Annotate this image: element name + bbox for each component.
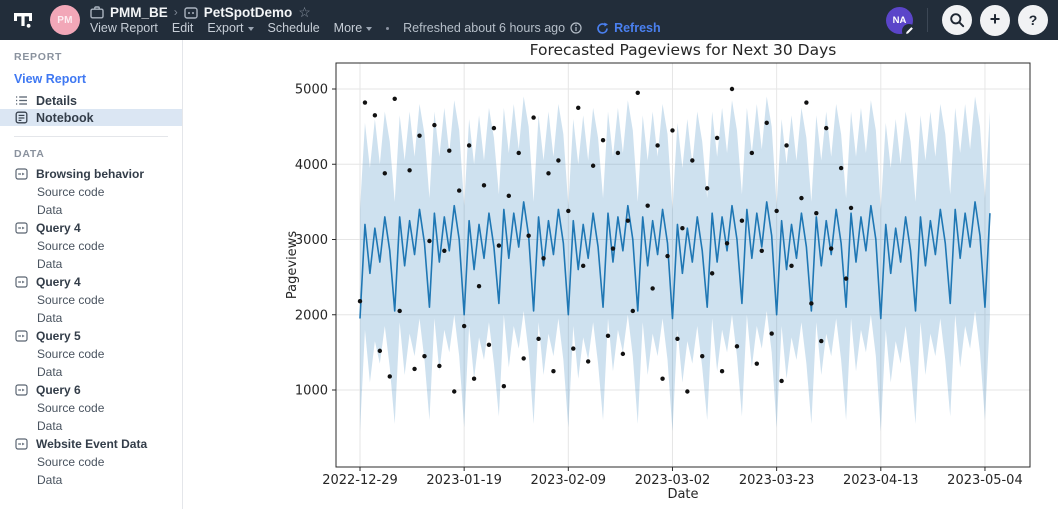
- sidebar-item-query-4[interactable]: Query 4: [0, 219, 182, 237]
- data-section-label: DATA: [14, 148, 45, 160]
- notebook-canvas: 2022-12-29 2023-01-19 2023-02-09 2023-03-02…: [183, 40, 1058, 509]
- svg-text:Forecasted Pageviews for Next: Forecasted Pageviews for Next 30 Days: [530, 41, 837, 59]
- svg-text:2023-02-09: 2023-02-09: [531, 473, 607, 488]
- sidebar-item-label: Query 5: [36, 329, 81, 343]
- question-icon: ?: [1028, 12, 1038, 28]
- sidebar-subitem-data[interactable]: Data: [37, 365, 63, 379]
- report-owner-avatar[interactable]: PM: [50, 5, 80, 35]
- svg-text:4000: 4000: [295, 158, 328, 173]
- user-avatar[interactable]: NA: [886, 6, 916, 38]
- header-main: PMM_BE › PetSpotDemo ☆ View Report Edit …: [90, 5, 661, 36]
- notebook-icon: [14, 111, 28, 124]
- sidebar-subitem-data[interactable]: Data: [37, 257, 63, 271]
- menu-export[interactable]: Export: [207, 21, 254, 35]
- breadcrumb-workspace[interactable]: PMM_BE: [110, 5, 168, 20]
- help-button[interactable]: ?: [1018, 5, 1048, 35]
- caret-down-icon: [366, 26, 373, 31]
- sidebar-item-label: Browsing behavior: [36, 167, 145, 181]
- svg-text:Date: Date: [667, 487, 698, 502]
- svg-text:2023-01-19: 2023-01-19: [426, 473, 502, 488]
- query-icon: [14, 276, 28, 288]
- svg-text:Pageviews: Pageviews: [285, 231, 300, 299]
- svg-text:2000: 2000: [295, 308, 328, 323]
- sidebar-item-label: Query 6: [36, 383, 81, 397]
- sidebar-subitem-source-code[interactable]: Source code: [37, 455, 105, 469]
- info-icon[interactable]: [570, 22, 582, 34]
- sidebar-divider: [14, 136, 168, 137]
- search-icon: [950, 13, 965, 28]
- header-actions: NA + ?: [886, 4, 1048, 38]
- sidebar-item-query-5[interactable]: Query 5: [0, 327, 182, 345]
- svg-text:1000: 1000: [295, 384, 328, 399]
- report-menu: View Report Edit Export Schedule More Re…: [90, 21, 661, 35]
- top-bar: PM PMM_BE › PetSpotDemo ☆ View Report: [0, 0, 1058, 40]
- query-icon: [14, 438, 28, 450]
- sidebar-subitem-source-code[interactable]: Source code: [37, 239, 105, 253]
- sidebar-item-label: Details: [36, 93, 77, 108]
- sidebar-item-details[interactable]: Details: [0, 92, 182, 109]
- forecast-chart: 2022-12-29 2023-01-19 2023-02-09 2023-03-02…: [285, 41, 1031, 502]
- svg-text:3000: 3000: [295, 233, 328, 248]
- svg-text:2023-05-04: 2023-05-04: [947, 473, 1023, 488]
- sidebar-subitem-source-code[interactable]: Source code: [37, 347, 105, 361]
- refreshed-status: Refreshed about 6 hours ago: [403, 21, 582, 35]
- sidebar-subitem-source-code[interactable]: Source code: [37, 185, 105, 199]
- sidebar-view-report-link[interactable]: View Report: [14, 72, 87, 86]
- svg-text:5000: 5000: [295, 83, 328, 98]
- menu-edit[interactable]: Edit: [171, 21, 194, 35]
- query-icon: [14, 222, 28, 234]
- sidebar: REPORT View Report Details: [0, 40, 183, 509]
- user-avatar-initials: NA: [892, 14, 907, 26]
- query-icon: [14, 384, 28, 396]
- sidebar-item-notebook[interactable]: Notebook: [0, 109, 182, 126]
- menu-view-report[interactable]: View Report: [90, 21, 158, 35]
- new-report-button[interactable]: +: [980, 4, 1010, 36]
- app-logo-icon[interactable]: [10, 7, 36, 33]
- refresh-icon: [597, 22, 609, 34]
- svg-text:2023-03-23: 2023-03-23: [739, 473, 815, 488]
- menu-dot-separator: [386, 26, 390, 30]
- sidebar-item-browsing-behavior[interactable]: Browsing behavior: [0, 165, 182, 183]
- header-divider: [927, 8, 928, 32]
- search-button[interactable]: [942, 5, 972, 35]
- query-icon: [14, 168, 28, 180]
- breadcrumb: PMM_BE › PetSpotDemo ☆: [90, 5, 661, 20]
- plus-icon: +: [989, 9, 1001, 29]
- sidebar-item-query-6[interactable]: Query 6: [0, 381, 182, 399]
- edit-avatar-badge: [902, 23, 916, 38]
- query-icon: [14, 330, 28, 342]
- favorite-star-icon[interactable]: ☆: [298, 4, 311, 20]
- sidebar-item-label: Notebook: [36, 110, 94, 125]
- sidebar-item-label: Query 4: [36, 221, 81, 235]
- menu-more[interactable]: More: [334, 21, 373, 35]
- sidebar-item-label: Query 4: [36, 275, 81, 289]
- logo-glyph: [14, 13, 32, 28]
- sidebar-subitem-data[interactable]: Data: [37, 419, 63, 433]
- caret-down-icon: [247, 26, 254, 31]
- report-section-label: REPORT: [14, 51, 63, 63]
- sidebar-item-website-event-data[interactable]: Website Event Data: [0, 435, 182, 453]
- breadcrumb-separator: ›: [173, 5, 178, 19]
- sidebar-subitem-source-code[interactable]: Source code: [37, 293, 105, 307]
- sidebar-subitem-data[interactable]: Data: [37, 311, 63, 325]
- workspace-icon: [90, 6, 104, 19]
- svg-text:2022-12-29: 2022-12-29: [322, 473, 398, 488]
- sidebar-subitem-data[interactable]: Data: [37, 203, 63, 217]
- report-icon: [184, 6, 198, 19]
- details-list-icon: [14, 94, 28, 107]
- sidebar-item-label: Website Event Data: [36, 437, 148, 451]
- menu-schedule[interactable]: Schedule: [267, 21, 320, 35]
- svg-text:2023-03-02: 2023-03-02: [635, 473, 711, 488]
- refresh-button[interactable]: Refresh: [596, 21, 661, 35]
- breadcrumb-report-title: PetSpotDemo: [203, 5, 293, 20]
- sidebar-item-query-4b[interactable]: Query 4: [0, 273, 182, 291]
- pencil-icon: [905, 27, 913, 34]
- sidebar-subitem-source-code[interactable]: Source code: [37, 401, 105, 415]
- svg-text:2023-04-13: 2023-04-13: [843, 473, 919, 488]
- sidebar-subitem-data[interactable]: Data: [37, 473, 63, 487]
